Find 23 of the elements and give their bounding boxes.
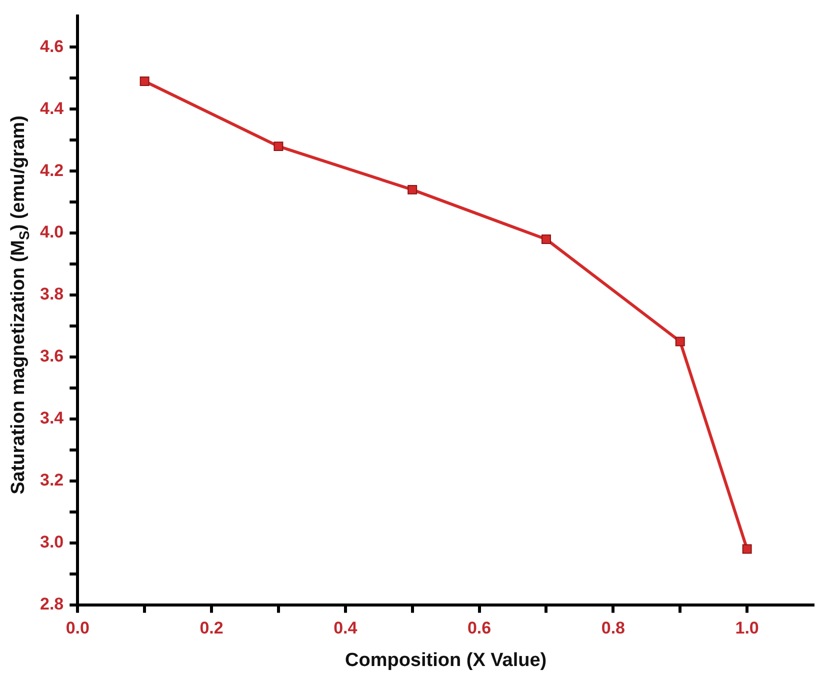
y-tick-label: 3.4 [40, 408, 64, 428]
point [541, 234, 551, 244]
y-tick-label: 3.8 [40, 284, 64, 304]
y-tick-label: 3.2 [40, 470, 64, 490]
x-tick-label: 1.0 [735, 618, 759, 638]
y-tick-label: 3.6 [40, 346, 64, 366]
y-tick-label: 4.4 [40, 98, 64, 118]
y-tick-label: 4.0 [40, 222, 64, 242]
point [408, 184, 418, 194]
x-tick-label: 0.6 [467, 618, 492, 638]
x-tick-label: 0.4 [334, 618, 358, 638]
y-tick-label: 4.6 [40, 36, 64, 56]
y-tick-label: 2.8 [40, 594, 64, 614]
y-tick-label: 3.0 [40, 532, 64, 552]
x-tick-label: 0.0 [66, 618, 90, 638]
point [675, 336, 685, 346]
x-tick-label: 0.8 [601, 618, 625, 638]
x-tick-label: 0.2 [200, 618, 224, 638]
point [274, 142, 284, 152]
point [140, 76, 150, 86]
y-tick-label: 4.2 [40, 160, 64, 180]
x-axis-title: Composition (X Value) [345, 650, 547, 671]
point [742, 544, 752, 554]
